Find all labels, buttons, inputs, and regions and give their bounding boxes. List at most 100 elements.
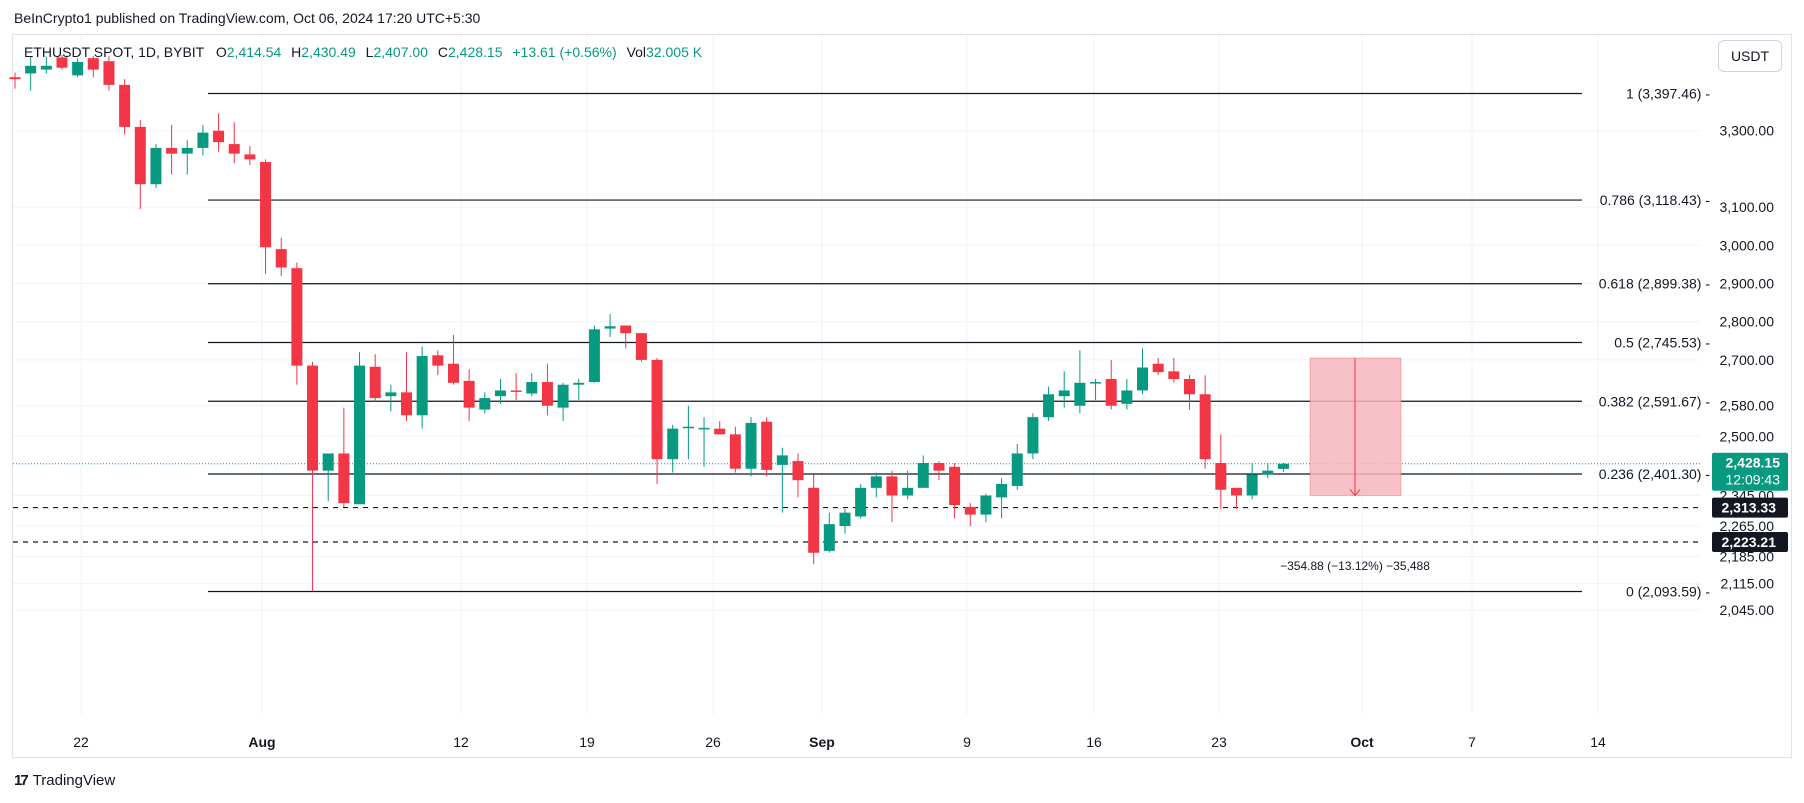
- candle-body: [260, 162, 272, 248]
- change-value: +13.61 (+0.56%): [512, 44, 617, 60]
- candle-body: [197, 132, 209, 148]
- candle-body: [87, 58, 99, 70]
- x-tick-label: 22: [73, 734, 89, 750]
- candle-body: [244, 154, 256, 160]
- y-tick-label: 2,580.00: [1720, 398, 1775, 414]
- y-tick-label: 3,100.00: [1720, 199, 1775, 215]
- candle-body: [432, 355, 444, 366]
- candle-body: [557, 384, 569, 408]
- candle-body: [510, 390, 522, 392]
- publisher-caption: BeInCrypto1 published on TradingView.com…: [14, 10, 481, 26]
- fib-label: 0.786 (3,118.43) -: [1600, 192, 1711, 208]
- candle-body: [463, 380, 475, 408]
- candle-body: [1168, 371, 1180, 379]
- x-tick-label: 12: [453, 734, 469, 750]
- x-axis: 22 Aug 12 19 26 Sep 9 16 23 Oct 7 14: [73, 734, 1606, 750]
- last-price-badge: [1712, 452, 1788, 491]
- candle-body: [1262, 470, 1274, 475]
- currency-button[interactable]: USDT: [1718, 40, 1782, 72]
- fibonacci-levels: 1 (3,397.46) - 0.786 (3,118.43) - 0.618 (2…: [208, 86, 1710, 600]
- candle-body: [855, 487, 867, 517]
- candle-body: [682, 426, 694, 429]
- candle-body: [1230, 487, 1242, 496]
- candle-body: [729, 434, 741, 469]
- tradingview-brand[interactable]: 17 TradingView: [14, 772, 115, 789]
- candle-body: [1074, 382, 1086, 406]
- candle-body: [886, 476, 898, 496]
- candle-body: [541, 382, 553, 406]
- measure-label: −354.88 (−13.12%) −35,488: [1280, 559, 1430, 573]
- y-tick-label: 2,265.00: [1720, 518, 1775, 534]
- candle-body: [964, 506, 976, 515]
- candle-body: [1215, 463, 1227, 490]
- ohlc-legend: ETHUSDT SPOT, 1D, BYBIT O2,414.54 H2,430…: [24, 44, 702, 60]
- candle-body: [447, 363, 459, 383]
- candle-body: [870, 476, 882, 488]
- candle-body: [166, 147, 178, 154]
- candle-body: [181, 147, 193, 154]
- candle-body: [620, 325, 632, 334]
- fib-label: 1 (3,397.46) -: [1626, 86, 1710, 102]
- candle-body: [823, 524, 835, 551]
- candle-body: [996, 484, 1008, 498]
- fib-label: 0 (2,093.59) -: [1626, 584, 1710, 600]
- candle-body: [369, 366, 381, 399]
- y-tick-label: 2,045.00: [1720, 602, 1775, 618]
- fib-label: 0.236 (2,401.30) -: [1599, 466, 1711, 482]
- candle-body: [933, 463, 945, 471]
- open-label: O: [215, 44, 227, 60]
- candle-body: [635, 333, 647, 360]
- y-tick-label: 2,900.00: [1720, 275, 1775, 291]
- candle-body: [385, 392, 397, 397]
- x-tick-label: Aug: [248, 734, 275, 750]
- candle-body: [1027, 417, 1039, 454]
- candle-body: [1246, 474, 1258, 496]
- y-tick-label: 2,185.00: [1720, 549, 1775, 565]
- brand-label: TradingView: [32, 772, 116, 789]
- x-tick-label: 26: [705, 734, 721, 750]
- y-axis: 3,300.00 3,100.00 3,000.00 2,900.00 2,800.00…: [1712, 123, 1788, 618]
- candle-body: [1199, 394, 1211, 460]
- measure-arrow-head: [1349, 489, 1361, 497]
- y-tick-label: 3,300.00: [1720, 123, 1775, 139]
- candle-body: [119, 84, 131, 127]
- candle-body: [228, 144, 240, 154]
- candle-body: [573, 382, 585, 385]
- fib-label: 0.5 (2,745.53) -: [1614, 334, 1710, 350]
- candle-body: [72, 61, 84, 76]
- candle-body: [479, 398, 491, 410]
- candle-body: [354, 365, 366, 505]
- x-tick-label: 16: [1086, 734, 1102, 750]
- dashed-level-label: 2,223.21: [1722, 534, 1777, 550]
- candle-body: [40, 65, 52, 70]
- low-value: 2,407.00: [373, 44, 428, 60]
- close-value: 2,428.15: [447, 44, 503, 60]
- candle-body: [1090, 382, 1102, 384]
- candle-body: [902, 487, 914, 496]
- volume-value: 32.005 K: [646, 44, 703, 60]
- candle-body: [150, 147, 162, 185]
- candle-body: [1184, 378, 1195, 395]
- x-tick-label: 9: [963, 734, 971, 750]
- candle-body: [588, 329, 600, 383]
- candle-body: [526, 382, 538, 394]
- grid-lines: [13, 35, 1700, 715]
- y-tick-label: 2,700.00: [1720, 352, 1775, 368]
- y-tick-label: 2,115.00: [1721, 575, 1775, 591]
- candle-body: [792, 461, 804, 481]
- candle-body: [698, 427, 710, 430]
- volume-label: Vol: [626, 44, 647, 60]
- candle-body: [980, 495, 992, 515]
- symbol-label: ETHUSDT SPOT, 1D, BYBIT: [24, 44, 204, 60]
- candle-body: [1152, 363, 1164, 373]
- countdown-label: 12:09:43: [1726, 472, 1781, 488]
- high-value: 2,430.49: [301, 44, 356, 60]
- candle-body: [667, 428, 679, 460]
- candle-body: [745, 422, 757, 469]
- candle-body: [776, 455, 788, 465]
- candle-body: [103, 61, 115, 85]
- candle-body: [134, 126, 146, 185]
- close-label: C: [437, 44, 448, 60]
- dashed-level-badge: [1712, 497, 1788, 518]
